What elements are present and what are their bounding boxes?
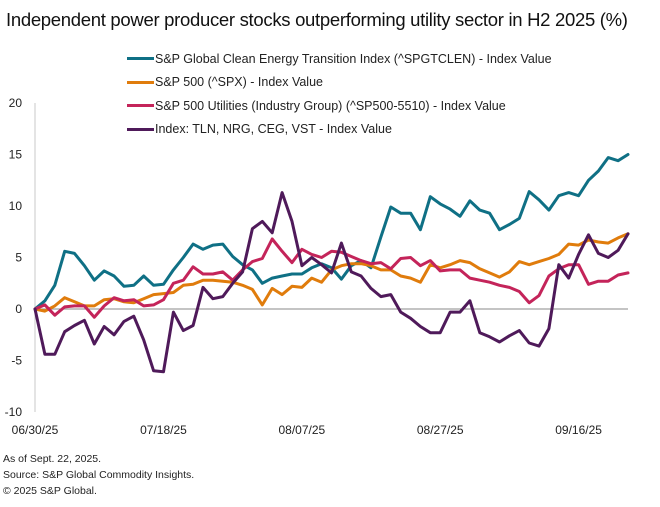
chart-legend: S&P Global Clean Energy Transition Index…: [127, 47, 552, 141]
legend-swatch-sp500: [127, 80, 154, 84]
legend-label-utilities: S&P 500 Utilities (Industry Group) (^SP5…: [155, 98, 506, 113]
legend-swatch-clean-energy: [127, 57, 154, 61]
legend-swatch-utilities: [127, 104, 154, 108]
legend-label-ipp-index: Index: TLN, NRG, CEG, VST - Index Value: [155, 122, 392, 137]
series-layer: [33, 153, 630, 374]
x-axis: 06/30/25 07/18/25 08/07/25 08/27/25 09/16/25: [12, 308, 628, 437]
y-tick-label: 10: [9, 199, 23, 213]
chart-footer: As of Sept. 22, 2025. Source: S&P Global…: [3, 451, 194, 499]
y-axis: 20 15 10 5 0 -5 -10: [5, 96, 36, 419]
x-tick-label: 09/16/25: [555, 423, 602, 437]
x-tick-label: 08/27/25: [417, 423, 464, 437]
legend-item-ipp-index: Index: TLN, NRG, CEG, VST - Index Value: [127, 118, 552, 142]
legend-item-utilities: S&P 500 Utilities (Industry Group) (^SP5…: [127, 94, 552, 118]
y-tick-label: -5: [11, 354, 22, 368]
legend-swatch-ipp-index: [127, 127, 154, 131]
y-tick-label: -10: [5, 405, 23, 419]
y-tick-label: 0: [15, 302, 22, 316]
footer-copyright: © 2025 S&P Global.: [3, 485, 97, 497]
legend-item-clean-energy: S&P Global Clean Energy Transition Index…: [127, 47, 552, 71]
y-tick-label: 5: [15, 251, 22, 265]
y-tick-label: 15: [9, 148, 23, 162]
footer-source: Source: S&P Global Commodity Insights.: [3, 469, 195, 481]
footer-date-note: As of Sept. 22, 2025.: [3, 453, 102, 465]
series-line-clean-energy: [33, 153, 630, 311]
chart-title: Independent power producer stocks outper…: [6, 9, 628, 30]
x-tick-label: 06/30/25: [12, 423, 59, 437]
legend-label-sp500: S&P 500 (^SPX) - Index Value: [155, 75, 323, 90]
series-line-utilities: [33, 237, 630, 319]
legend-label-clean-energy: S&P Global Clean Energy Transition Index…: [155, 51, 552, 66]
x-tick-label: 08/07/25: [278, 423, 325, 437]
y-tick-label: 20: [9, 96, 23, 110]
x-tick-label: 07/18/25: [140, 423, 187, 437]
legend-item-sp500: S&P 500 (^SPX) - Index Value: [127, 71, 552, 95]
series-line-ipp-index: [33, 191, 630, 374]
